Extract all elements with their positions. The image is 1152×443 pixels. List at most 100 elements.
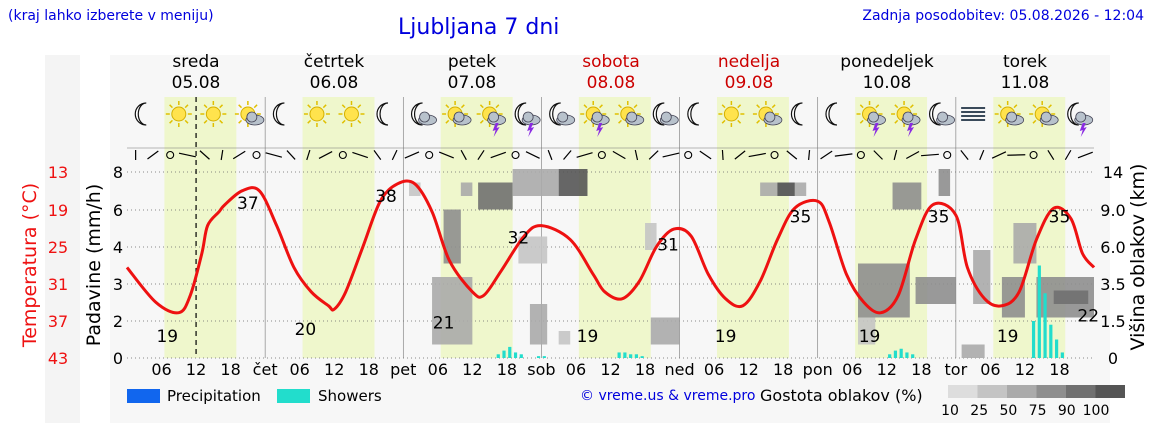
hour-tick: 12 [1015, 360, 1035, 379]
precipitation-tick: 2 [113, 312, 123, 331]
moon-icon [790, 102, 803, 126]
sun-cloud-icon [994, 101, 1025, 127]
day-name: sobota [582, 52, 640, 72]
day-short-label: sob [527, 360, 555, 379]
wind-barb-icon [373, 150, 382, 160]
cloud-density-tick: 50 [999, 403, 1017, 419]
temperature-line [125, 179, 1096, 315]
wind-barb-icon [699, 150, 712, 160]
wind-barb-icon [734, 150, 746, 160]
day-short-label: ned [665, 360, 695, 379]
cloud-block [1053, 290, 1089, 304]
wind-barb-icon [906, 150, 920, 160]
credit-link[interactable]: © vreme.us & vreme.pro [580, 388, 756, 404]
shower-bar [508, 346, 512, 358]
cloud-block [858, 317, 876, 345]
shower-bar [542, 356, 546, 358]
day-name: petek [447, 52, 497, 72]
sun-cloud-icon [1029, 101, 1059, 127]
wind-barb-icon [477, 149, 485, 161]
hour-tick: 18 [635, 360, 655, 379]
sun-icon [338, 101, 365, 127]
wind-barb-icon [1007, 154, 1026, 156]
sun-icon [165, 101, 192, 127]
moon-storm-icon [1067, 102, 1094, 137]
wind-barb-icon [286, 150, 296, 160]
temperature-tick: 19 [48, 201, 68, 220]
hour-tick: 06 [289, 360, 309, 379]
hour-tick: 12 [186, 360, 206, 379]
temperature-tick: 43 [48, 349, 68, 368]
precipitation-tick: 6 [113, 201, 123, 220]
sun-cloud-icon [234, 101, 265, 127]
wind-barb-icon [199, 150, 210, 160]
cloud-height-tick: 1.5 [1100, 312, 1125, 331]
moon-icon [825, 102, 838, 126]
cloud-density-swatch [1066, 385, 1096, 398]
wind-barb-icon [460, 149, 467, 161]
sun-cloud-icon [614, 101, 645, 127]
shower-bar [905, 352, 909, 358]
shower-bar [513, 352, 518, 358]
calm-wind-icon [252, 150, 261, 160]
daylight-band [716, 97, 789, 358]
precipitation-tick: 3 [113, 275, 123, 294]
wind-barb-icon [178, 152, 196, 158]
temperature-label: 19 [715, 327, 737, 347]
wind-barb-icon [265, 152, 283, 158]
cloud-block [777, 182, 795, 196]
cloud-density-tick: 25 [970, 403, 988, 419]
shower-bar [617, 352, 621, 358]
shower-bar [623, 352, 627, 358]
cloud-block [409, 182, 421, 196]
cloud-block [432, 277, 473, 345]
day-date: 09.08 [724, 73, 774, 93]
hour-tick: 12 [600, 360, 620, 379]
shower-bar [519, 354, 523, 358]
hour-tick: 12 [462, 360, 482, 379]
shower-bar [634, 354, 639, 358]
hour-tick: 06 [566, 360, 586, 379]
precipitation-tick: 0 [113, 349, 123, 368]
cloud-block [1001, 277, 1025, 318]
shower-bar [629, 354, 633, 358]
location-hint-link[interactable]: (kraj lahko izberete v meniju) [8, 8, 214, 24]
cloud-height-tick: 14 [1103, 163, 1123, 182]
hour-tick: 18 [497, 360, 517, 379]
moon-cloud-icon [411, 102, 437, 126]
moon-cloud-icon [929, 102, 955, 126]
wind-barb-icon [147, 150, 159, 160]
showers-swatch [277, 389, 310, 403]
hour-tick: 12 [738, 360, 758, 379]
calm-wind-icon [511, 150, 520, 160]
wind-barb-icon [960, 150, 969, 160]
wind-barb-icon [1064, 149, 1072, 161]
precipitation-tick: 8 [113, 163, 123, 182]
day-name: ponedeljek [840, 52, 934, 72]
wind-barb-icon [834, 153, 853, 157]
cloud-density-tick: 90 [1058, 403, 1076, 419]
cloud-density-tick: 100 [1083, 403, 1110, 419]
sun-icon [718, 101, 745, 127]
calm-wind-icon [425, 150, 434, 160]
temperature-label: 19 [997, 327, 1019, 347]
sun-storm-icon [856, 101, 886, 137]
cloud-block [858, 263, 910, 318]
cloud-block [915, 277, 956, 304]
day-date: 07.08 [447, 73, 497, 93]
wind-barb-icon [1077, 151, 1093, 159]
day-date: 05.08 [171, 73, 221, 93]
hour-tick: 12 [877, 360, 897, 379]
fog-icon [961, 107, 986, 121]
day-date: 08.08 [586, 73, 636, 93]
temperature-axis-label: Temperatura (°C) [19, 183, 41, 348]
day-date: 10.08 [862, 73, 912, 93]
day-short-label: pet [390, 360, 416, 379]
wind-barb-icon [920, 153, 939, 157]
cloud-block [518, 236, 548, 264]
wind-barb-icon [648, 150, 659, 160]
wind-barb-icon [438, 151, 454, 159]
wind-barb-icon [748, 152, 766, 158]
